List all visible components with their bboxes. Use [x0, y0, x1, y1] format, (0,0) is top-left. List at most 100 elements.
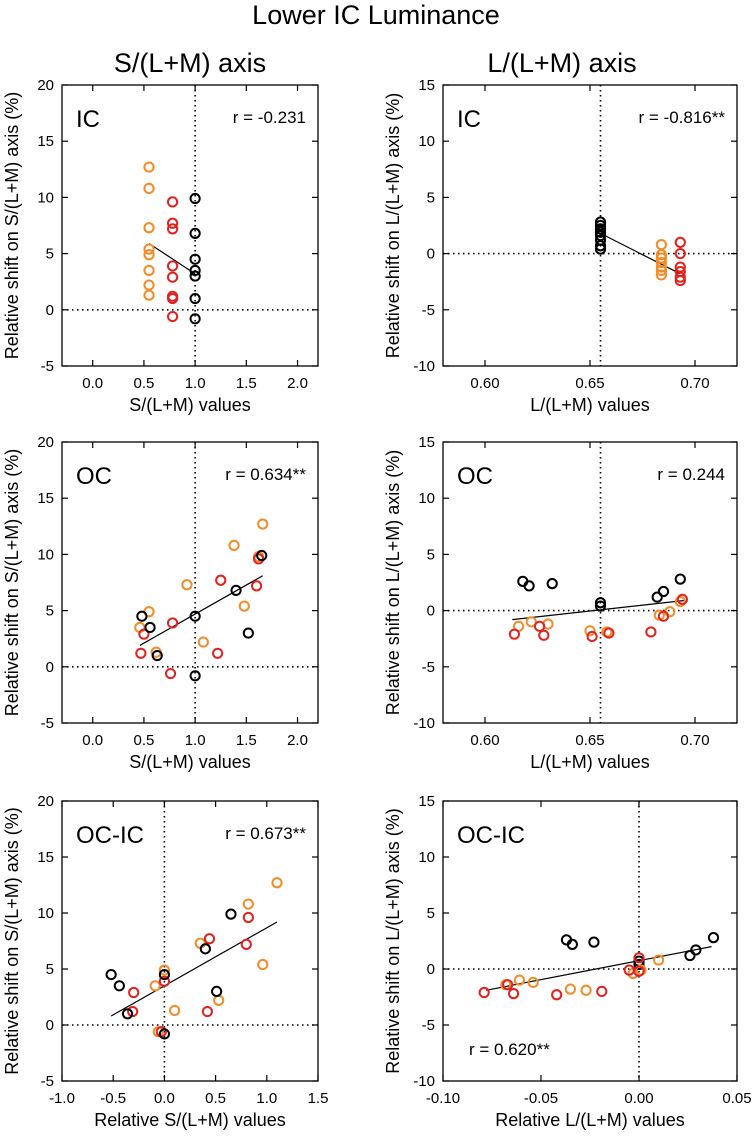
data-point-red	[201, 1005, 214, 1018]
data-point-orange	[655, 239, 668, 251]
data-point-red	[164, 667, 177, 680]
y-tick-label: 5	[427, 905, 435, 922]
data-point-black	[684, 949, 696, 962]
panel-label: OC	[457, 463, 493, 490]
y-axis-label: Relative shift on S/(L+M) axis (%)	[2, 92, 22, 360]
data-point-red	[657, 610, 670, 622]
data-point-black	[158, 969, 170, 981]
x-tick-label: 0.60	[470, 375, 499, 392]
data-point-orange	[271, 877, 283, 889]
y-tick-label: 15	[418, 77, 435, 94]
y-tick-label: 15	[418, 793, 435, 810]
data-point-black	[189, 227, 201, 239]
data-point-orange	[143, 289, 155, 301]
data-point-black	[594, 597, 607, 609]
data-point-red	[596, 985, 608, 998]
data-point-red	[128, 986, 140, 999]
data-point-black	[633, 958, 645, 971]
data-point-orange	[527, 976, 539, 989]
data-point-black	[136, 610, 148, 622]
data-point-red	[242, 911, 254, 924]
y-tick-label: 0	[46, 302, 54, 319]
data-point-orange	[238, 600, 250, 612]
data-point-orange	[143, 264, 155, 277]
panel-label: OC-IC	[76, 822, 144, 849]
data-point-orange	[143, 249, 155, 261]
data-point-orange	[655, 269, 668, 281]
y-axis-label: Relative shift on L/(L+M) axis (%)	[383, 450, 403, 716]
x-tick-label: 0.0	[82, 732, 103, 749]
data-point-red	[676, 593, 689, 605]
data-point-black	[189, 610, 201, 622]
y-tick-label: -5	[422, 659, 435, 676]
data-point-red	[215, 574, 227, 586]
x-tick-label: 1.0	[185, 375, 206, 392]
data-point-orange	[580, 984, 592, 996]
panel-label: IC	[457, 106, 481, 133]
data-point-orange	[143, 279, 155, 291]
data-point-black	[523, 580, 535, 592]
y-tick-label: 20	[37, 77, 54, 94]
data-point-orange	[143, 243, 155, 255]
y-tick-label: -5	[41, 358, 54, 375]
data-point-red	[203, 933, 216, 945]
panel-label: OC-IC	[457, 822, 525, 849]
data-point-red	[166, 260, 179, 272]
x-tick-label: 1.5	[308, 1090, 329, 1107]
data-point-orange	[242, 898, 254, 910]
regression-line	[139, 575, 263, 646]
data-point-red	[502, 979, 514, 991]
panel-label: OC	[76, 463, 112, 490]
data-point-black	[651, 591, 663, 603]
data-point-orange	[143, 161, 155, 173]
data-point-red	[674, 274, 686, 287]
y-axis-label: Relative shift on S/(L+M) axis (%)	[2, 807, 22, 1075]
data-point-black	[566, 938, 578, 950]
data-point-black	[158, 1028, 170, 1040]
data-point-red	[538, 629, 550, 641]
data-point-black	[189, 253, 201, 265]
y-tick-label: -10	[413, 1073, 435, 1090]
data-point-black	[594, 243, 607, 255]
plot-frame	[442, 84, 738, 367]
data-point-red	[127, 1005, 139, 1018]
data-point-black	[189, 270, 201, 282]
column-title-s-axis: S/(L+M) axis	[114, 48, 266, 78]
x-axis-label: S/(L+M) values	[129, 395, 251, 415]
data-point-orange	[143, 222, 155, 234]
data-point-red	[551, 989, 563, 1001]
y-tick-label: 20	[37, 434, 54, 451]
data-point-orange	[181, 579, 193, 591]
y-axis-label: Relative shift on L/(L+M) axis (%)	[383, 93, 403, 359]
y-tick-label: 10	[37, 189, 54, 206]
data-point-red	[158, 975, 170, 987]
y-tick-label: 10	[37, 546, 54, 563]
data-point-red	[586, 630, 598, 643]
data-point-black	[594, 240, 607, 252]
data-point-red	[253, 553, 265, 565]
data-point-orange	[655, 256, 668, 269]
data-point-red	[166, 223, 179, 235]
y-tick-label: 15	[37, 490, 54, 507]
data-point-red	[534, 620, 546, 632]
data-point-black	[189, 313, 201, 325]
data-point-black	[256, 549, 268, 562]
panel-label: IC	[76, 106, 100, 133]
data-point-black	[211, 985, 223, 998]
data-point-red	[645, 626, 657, 638]
data-point-red	[212, 647, 224, 659]
data-point-black	[151, 649, 163, 662]
x-tick-label: 1.0	[185, 732, 206, 749]
x-tick-label: -0.5	[100, 1090, 126, 1107]
data-point-orange	[655, 264, 668, 277]
data-point-red	[166, 310, 179, 323]
data-point-orange	[169, 1004, 181, 1017]
correlation-text: r = 0.620**	[469, 1040, 550, 1059]
y-axis-label: Relative shift on L/(L+M) axis (%)	[383, 808, 403, 1074]
data-point-red	[674, 248, 686, 260]
x-tick-label: -0.10	[426, 1090, 460, 1107]
data-point-red	[508, 628, 521, 640]
data-point-orange	[257, 518, 269, 530]
data-point-orange	[655, 261, 668, 273]
y-tick-label: 0	[427, 603, 435, 620]
